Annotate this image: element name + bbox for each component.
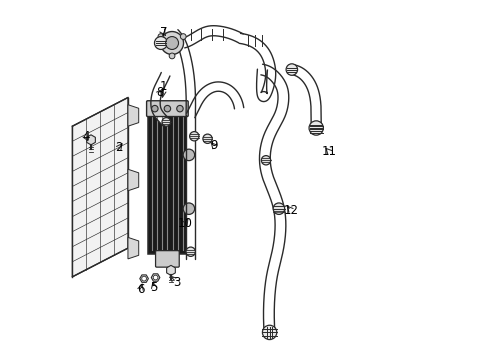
- Polygon shape: [128, 169, 139, 191]
- Polygon shape: [72, 98, 128, 277]
- Circle shape: [180, 34, 186, 40]
- Text: 5: 5: [150, 281, 158, 294]
- Polygon shape: [171, 30, 195, 116]
- Text: 3: 3: [172, 276, 180, 289]
- FancyBboxPatch shape: [147, 114, 187, 253]
- Circle shape: [165, 37, 178, 49]
- Circle shape: [261, 156, 270, 165]
- Circle shape: [189, 132, 199, 141]
- Polygon shape: [166, 265, 175, 275]
- Circle shape: [142, 276, 146, 281]
- FancyBboxPatch shape: [155, 251, 179, 267]
- Circle shape: [203, 134, 212, 143]
- Circle shape: [185, 247, 195, 256]
- Polygon shape: [182, 26, 243, 48]
- Text: 8: 8: [156, 86, 163, 99]
- FancyBboxPatch shape: [146, 101, 188, 117]
- Circle shape: [308, 121, 323, 135]
- Circle shape: [158, 34, 163, 40]
- Text: 7: 7: [160, 27, 167, 40]
- Polygon shape: [150, 72, 170, 126]
- Polygon shape: [239, 33, 275, 102]
- Text: 6: 6: [137, 283, 144, 296]
- Polygon shape: [140, 275, 148, 282]
- Circle shape: [176, 105, 183, 112]
- Text: 4: 4: [82, 130, 90, 144]
- Text: 1: 1: [160, 80, 167, 93]
- Text: 9: 9: [210, 139, 217, 152]
- Circle shape: [164, 105, 170, 112]
- Text: 2: 2: [115, 141, 122, 154]
- Polygon shape: [186, 82, 243, 118]
- Circle shape: [151, 105, 158, 112]
- Polygon shape: [291, 64, 321, 126]
- Circle shape: [162, 118, 170, 126]
- Polygon shape: [259, 64, 288, 334]
- Circle shape: [273, 203, 284, 215]
- Circle shape: [183, 149, 194, 161]
- Polygon shape: [128, 105, 139, 126]
- Circle shape: [169, 53, 175, 59]
- Polygon shape: [128, 237, 139, 259]
- Circle shape: [285, 64, 297, 75]
- Text: 10: 10: [178, 216, 192, 230]
- Text: 11: 11: [321, 145, 336, 158]
- Polygon shape: [185, 116, 195, 259]
- Circle shape: [183, 203, 194, 215]
- Circle shape: [160, 32, 183, 54]
- Polygon shape: [86, 135, 95, 145]
- Circle shape: [153, 275, 158, 280]
- Polygon shape: [151, 274, 160, 281]
- Text: 12: 12: [283, 204, 298, 217]
- Circle shape: [154, 37, 167, 49]
- Circle shape: [262, 325, 276, 339]
